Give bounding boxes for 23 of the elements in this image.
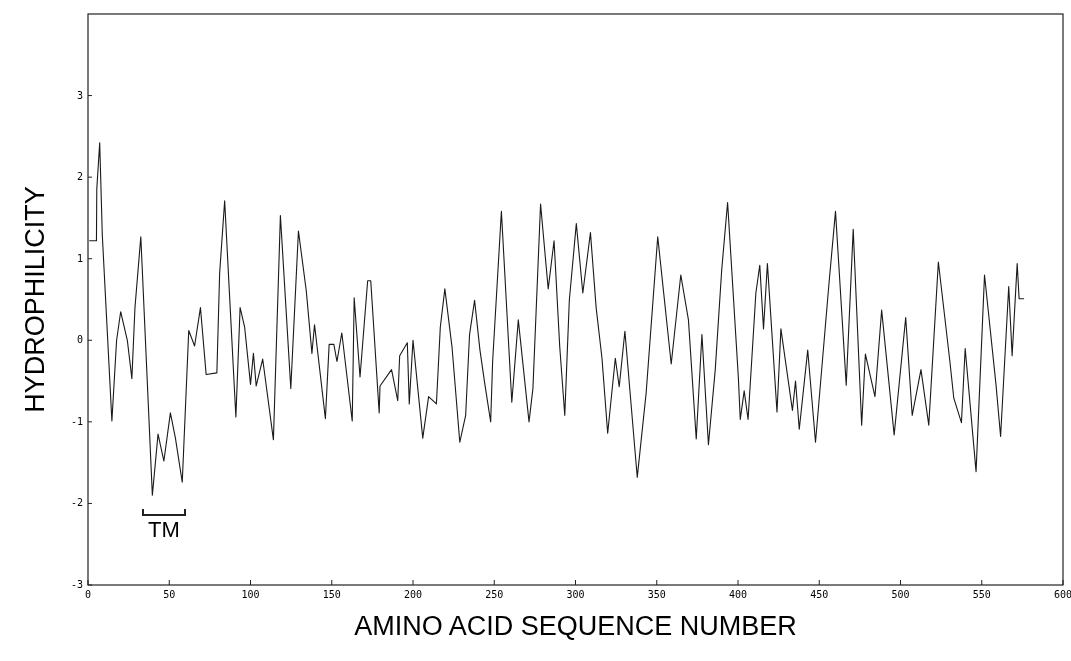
x-tick-label: 200	[403, 589, 423, 600]
x-axis-title: AMINO ACID SEQUENCE NUMBER	[354, 611, 797, 641]
y-tick-label: 3	[76, 89, 83, 101]
x-tick-label: 600	[1053, 589, 1071, 600]
y-tick-label: -1	[70, 415, 83, 427]
x-tick-label: 350	[647, 589, 666, 600]
x-tick-label: 100	[241, 589, 260, 600]
x-tick-label: 0	[84, 589, 92, 600]
y-axis-title: HYDROPHILICITY	[20, 186, 50, 413]
x-tick-label: 450	[810, 589, 829, 600]
annotation: TM	[148, 517, 180, 542]
x-tick-label: 300	[566, 589, 585, 600]
x-tick-label: 500	[891, 589, 910, 600]
y-tick-label: 0	[76, 334, 83, 346]
x-tick-label: 150	[322, 589, 341, 600]
y-tick-label: -3	[70, 579, 83, 590]
x-tick-label: 250	[485, 589, 504, 600]
x-tick-label: 550	[972, 589, 991, 600]
y-tick-label: 1	[76, 252, 83, 264]
x-tick-label: 400	[728, 589, 748, 600]
y-tick-label: -2	[70, 497, 83, 509]
y-tick-label: 2	[76, 171, 83, 183]
x-tick-label: 50	[163, 589, 176, 600]
